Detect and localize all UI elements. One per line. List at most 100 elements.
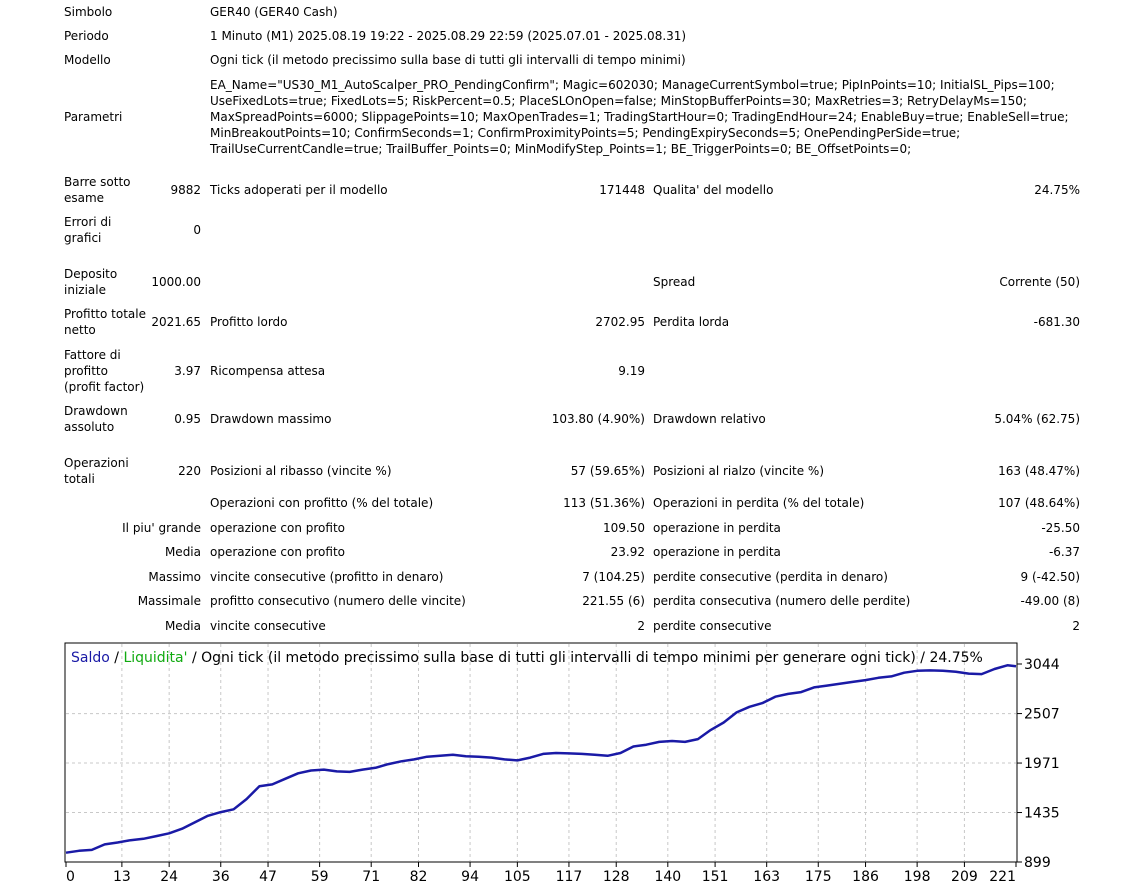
maximum-label: Massimo — [148, 570, 201, 584]
max-consecutive-losses-value: 9 (-42.50) — [1020, 570, 1081, 584]
drawdown-max-label: Drawdown massimo — [210, 412, 332, 426]
x-tick-label: 82 — [410, 869, 428, 885]
average-loss-label: operazione in perdita — [653, 545, 781, 559]
quality-label: Qualita' del modello — [653, 183, 774, 197]
x-tick-label: 59 — [311, 869, 329, 885]
x-tick-label: 209 — [951, 869, 978, 885]
chart-legend: Saldo / Liquidita' / Ogni tick (il metod… — [71, 650, 983, 666]
avg-consecutive-wins-value: 2 — [637, 619, 645, 633]
max-consecutive-wins-value: 7 (104.25) — [582, 570, 645, 584]
avg-consecutive-wins-label: vincite consecutive — [210, 619, 326, 633]
x-tick-label: 13 — [113, 869, 131, 885]
x-tick-label: 94 — [461, 869, 479, 885]
average-profit-value: 23.92 — [610, 545, 645, 559]
y-axis: 899 1435 1971 2507 3044 — [1017, 657, 1060, 871]
x-tick-label: 186 — [852, 869, 879, 885]
params-line: MaxSpreadPoints=6000; SlippagePoints=10;… — [210, 110, 1069, 124]
long-positions-value: 163 (48.47%) — [998, 464, 1080, 478]
x-tick-label: 128 — [603, 869, 630, 885]
largest-profit-label: operazione con profito — [210, 521, 345, 535]
largest-profit-value: 109.50 — [603, 521, 645, 535]
profit-factor-value: 3.97 — [174, 364, 201, 378]
spread-value: Corrente (50) — [999, 275, 1080, 289]
bars-label: esame — [64, 191, 105, 205]
y-tick-label: 2507 — [1024, 707, 1060, 723]
average-loss-value: -6.37 — [1048, 545, 1080, 559]
loss-trades-label: Operazioni in perdita (% del totale) — [653, 496, 865, 510]
profit-factor-label: (profit factor) — [64, 380, 145, 394]
errors-label: grafici — [64, 231, 102, 245]
params-line: MinBreakoutPoints=10; ConfirmSeconds=1; … — [210, 126, 961, 140]
loss-trades-value: 107 (48.64%) — [998, 496, 1080, 510]
period-value: 1 Minuto (M1) 2025.08.19 19:22 - 2025.08… — [210, 29, 687, 43]
largest-loss-value: -25.50 — [1041, 521, 1080, 535]
plot-frame — [64, 642, 1018, 863]
symbol-value: GER40 (GER40 Cash) — [210, 5, 338, 19]
drawdown-abs-label: assoluto — [64, 420, 115, 434]
ticks-label: Ticks adoperati per il modello — [210, 183, 388, 197]
maximal-consecutive-loss-value: -49.00 (8) — [1020, 594, 1081, 608]
x-tick-label: 221 — [989, 869, 1016, 885]
x-tick-label: 71 — [362, 869, 380, 885]
legend-description: / Ogni tick (il metodo precissimo sulla … — [192, 650, 983, 666]
ticks-value: 171448 — [599, 183, 645, 197]
average-consecutive-label: Media — [164, 619, 201, 633]
drawdown-abs-value: 0.95 — [174, 412, 201, 426]
drawdown-abs-label: Drawdown — [64, 404, 128, 418]
x-tick-label: 36 — [212, 869, 230, 885]
average-label: Media — [164, 545, 201, 559]
x-tick-label: 175 — [805, 869, 832, 885]
gross-profit-label: Profitto lordo — [210, 315, 288, 329]
legend-liquidita: Liquidita' — [123, 650, 187, 666]
y-tick-label: 899 — [1024, 855, 1051, 871]
params-line: UseFixedLots=true; FixedLots=5; RiskPerc… — [210, 94, 1027, 108]
spread-label: Spread — [653, 275, 696, 289]
model-value: Ogni tick (il metodo precissimo sulla ba… — [210, 53, 686, 67]
total-trades-label: totali — [64, 472, 95, 486]
x-tick-label: 198 — [904, 869, 931, 885]
params-line: EA_Name="US30_M1_AutoScalper_PRO_Pending… — [210, 78, 1055, 92]
x-tick-label: 105 — [504, 869, 531, 885]
total-trades-value: 220 — [178, 464, 201, 478]
short-positions-label: Posizioni al ribasso (vincite %) — [210, 464, 392, 478]
gross-profit-value: 2702.95 — [595, 315, 645, 329]
symbol-label: Simbolo — [64, 5, 113, 19]
total-trades-label: Operazioni — [64, 456, 129, 470]
average-profit-label: operazione con profito — [210, 545, 345, 559]
params-line: TrailUseCurrentCandle=true; TrailBuffer_… — [210, 142, 912, 156]
net-profit-value: 2021.65 — [151, 315, 201, 329]
maximal-consecutive-loss-label: perdita consecutiva (numero delle perdit… — [653, 594, 911, 608]
profit-trades-value: 113 (51.36%) — [563, 496, 645, 510]
expected-payoff-label: Ricompensa attesa — [210, 364, 326, 378]
avg-consecutive-losses-value: 2 — [1072, 619, 1080, 633]
maximal-consecutive-profit-value: 221.55 (6) — [582, 594, 645, 608]
x-axis: 0 13 24 36 47 59 71 82 94 105 117 128 140 151 163 175 18… — [65, 862, 1017, 885]
bars-label: Barre sotto — [64, 175, 131, 189]
profit-trades-label: Operazioni con profitto (% del totale) — [210, 496, 434, 510]
deposit-value: 1000.00 — [151, 275, 201, 289]
drawdown-max-value: 103.80 (4.90%) — [551, 412, 645, 426]
maximal-consecutive-profit-label: profitto consecutivo (numero delle vinci… — [210, 594, 466, 608]
legend-saldo: Saldo — [71, 650, 110, 666]
period-label: Periodo — [64, 29, 109, 43]
legend-separator: / — [114, 650, 119, 666]
profit-factor-label: Fattore di — [64, 348, 121, 362]
errors-label: Errori di — [64, 215, 112, 229]
deposit-label: iniziale — [64, 283, 106, 297]
x-tick-label: 47 — [259, 869, 277, 885]
x-tick-label: 163 — [753, 869, 780, 885]
x-tick-label: 140 — [654, 869, 681, 885]
avg-consecutive-losses-label: perdite consecutive — [653, 619, 772, 633]
y-tick-label: 3044 — [1024, 657, 1060, 673]
max-consecutive-losses-label: perdite consecutive (perdita in denaro) — [653, 570, 888, 584]
short-positions-value: 57 (59.65%) — [570, 464, 645, 478]
gross-loss-value: -681.30 — [1033, 315, 1080, 329]
gross-loss-label: Perdita lorda — [653, 315, 730, 329]
params-label: Parametri — [64, 110, 123, 124]
model-label: Modello — [64, 53, 111, 67]
net-profit-label: netto — [64, 323, 96, 337]
balance-line — [65, 664, 1017, 854]
balance-chart: 0 13 24 36 47 59 71 82 94 105 117 128 140 151 163 175 18… — [64, 642, 1060, 885]
deposit-label: Deposito — [64, 267, 118, 281]
largest-loss-label: operazione in perdita — [653, 521, 781, 535]
